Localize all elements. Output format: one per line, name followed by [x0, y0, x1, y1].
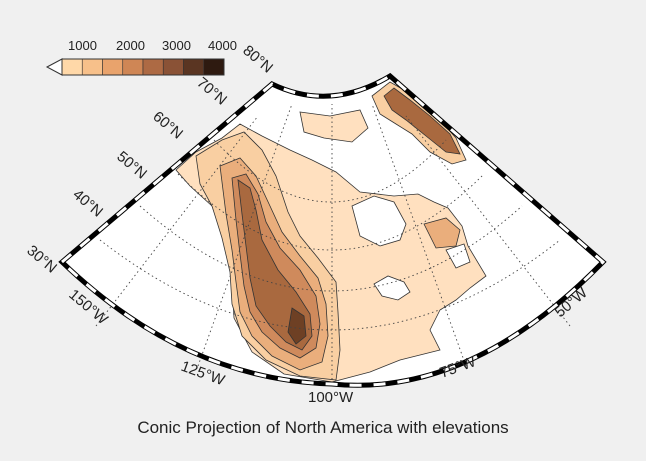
colorbar: 1000 2000 3000 4000 — [45, 38, 237, 76]
colorbar-cell — [183, 58, 205, 76]
water-great-lakes — [373, 275, 411, 301]
lat-label-60: 60°N — [149, 108, 186, 143]
land-peaks — [287, 307, 307, 345]
lat-label-40: 40°N — [69, 186, 106, 221]
colorbar-tick-labels: 1000 2000 3000 4000 — [68, 38, 237, 53]
lat-label-70: 70°N — [193, 74, 230, 109]
graticule — [95, 103, 571, 384]
lat-label-50: 50°N — [113, 148, 150, 183]
colorbar-cell — [203, 58, 225, 76]
colorbar-cell — [142, 58, 164, 76]
lon-label-100w: 100°W — [308, 389, 354, 406]
colorbar-tick-4000: 4000 — [208, 38, 237, 53]
water-gulf-st-lawrence — [445, 243, 471, 269]
colorbar-cell — [61, 58, 83, 76]
colorbar-cell — [102, 58, 124, 76]
land-east-highlands — [423, 217, 461, 249]
colorbar-tick-2000: 2000 — [116, 38, 145, 53]
water-hudson-bay — [351, 195, 407, 247]
colorbar-cell — [162, 58, 184, 76]
map-frame — [58, 72, 607, 388]
colorbar-tick-1000: 1000 — [68, 38, 97, 53]
lat-label-30: 30°N — [23, 242, 60, 277]
colorbar-cells — [61, 58, 225, 76]
figure-caption: Conic Projection of North America with e… — [137, 418, 509, 437]
colorbar-under-arrow — [45, 58, 63, 76]
colorbar-cell — [81, 58, 103, 76]
colorbar-cell — [122, 58, 144, 76]
land-higher — [237, 179, 313, 351]
land-arctic-islands — [299, 109, 369, 143]
colorbar-outline — [61, 58, 225, 76]
lat-label-80: 80°N — [239, 42, 276, 77]
land-greenland-ice — [383, 87, 461, 155]
land-layer — [175, 81, 487, 383]
colorbar-tick-3000: 3000 — [162, 38, 191, 53]
